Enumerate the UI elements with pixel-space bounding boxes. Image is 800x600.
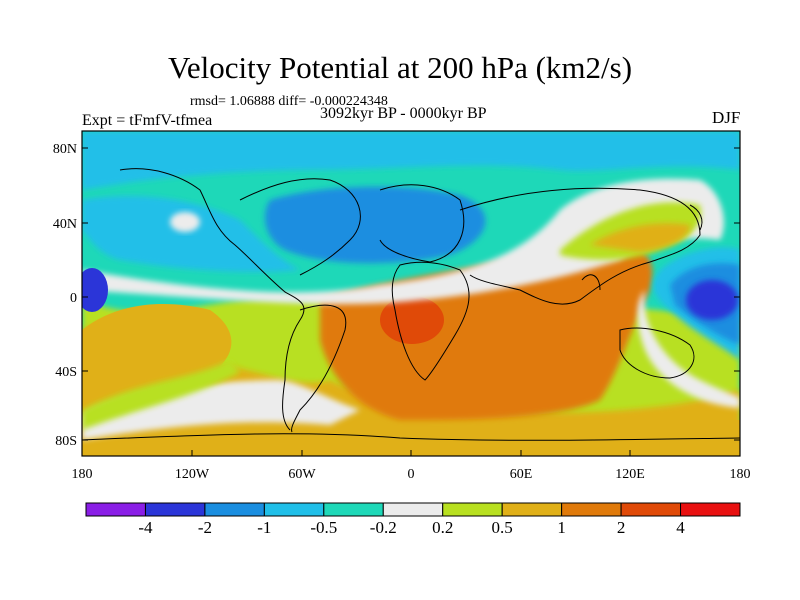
lat-label: 80S bbox=[55, 434, 77, 449]
lon-label: 120E bbox=[615, 467, 645, 482]
colorbar-swatch bbox=[680, 502, 741, 517]
lon-label: 180 bbox=[72, 467, 93, 482]
lon-label: 60W bbox=[288, 467, 316, 482]
colorbar-label: 0.2 bbox=[432, 518, 454, 537]
lat-label: 0 bbox=[70, 291, 77, 306]
colorbar-label: 1 bbox=[557, 518, 566, 537]
period-label: 3092kyr BP - 0000kyr BP bbox=[320, 105, 487, 122]
colorbar-label: -0.2 bbox=[369, 518, 397, 537]
colorbar-label: -4 bbox=[138, 518, 153, 537]
colorbar-swatch bbox=[263, 502, 325, 517]
lon-label: 60E bbox=[510, 467, 533, 482]
colorbar-label: -2 bbox=[197, 518, 212, 537]
lon-label: 120W bbox=[175, 467, 210, 482]
lon-label: 0 bbox=[408, 467, 415, 482]
colorbar bbox=[85, 502, 741, 517]
lat-label: 40S bbox=[55, 365, 77, 380]
colorbar-label: 2 bbox=[616, 518, 626, 537]
lon-label: 180 bbox=[730, 467, 751, 482]
colorbar-swatch bbox=[382, 502, 444, 517]
axis-ticks bbox=[81, 147, 741, 456]
experiment-label: Expt = tFmfV-tfmea bbox=[82, 112, 213, 129]
colorbar-swatch bbox=[561, 502, 622, 517]
colorbar-swatch bbox=[323, 502, 384, 517]
plot-title: Velocity Potential at 200 hPa (km2/s) bbox=[167, 50, 633, 85]
colorbar-label: 0.5 bbox=[491, 518, 513, 537]
colorbar-swatch bbox=[144, 502, 206, 517]
colorbar-swatch bbox=[501, 502, 563, 517]
colorbar-label: -1 bbox=[257, 518, 272, 537]
season-label: DJF bbox=[712, 108, 741, 127]
velocity-potential-field bbox=[82, 131, 740, 456]
colorbar-label: -0.5 bbox=[310, 518, 338, 537]
colorbar-swatch bbox=[442, 502, 503, 517]
colorbar-label: 4 bbox=[676, 518, 685, 537]
colorbar-swatch bbox=[204, 502, 265, 517]
lat-label: 40N bbox=[53, 217, 77, 232]
stats-text: rmsd= 1.06888 diff= -0.000224348 bbox=[190, 94, 388, 109]
coastlines bbox=[82, 168, 740, 441]
lat-label: 80N bbox=[53, 142, 77, 157]
colorbar-swatch bbox=[85, 502, 146, 517]
colorbar-swatch bbox=[620, 502, 682, 517]
